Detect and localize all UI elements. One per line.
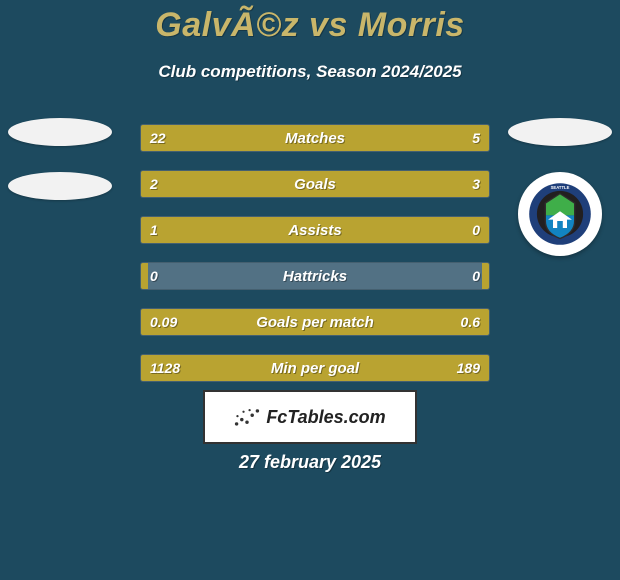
player-photo-placeholder <box>8 118 112 146</box>
stat-fill-left <box>141 355 440 381</box>
stat-fill-right <box>440 355 489 381</box>
brand-box: FcTables.com <box>203 390 417 444</box>
stat-track <box>140 262 490 290</box>
stat-fill-left <box>141 125 409 151</box>
stat-row: Assists10 <box>140 216 490 244</box>
stat-fill-right <box>294 171 489 197</box>
svg-text:SEATTLE: SEATTLE <box>551 185 570 190</box>
stat-track <box>140 216 490 244</box>
comparison-card: GalvÃ©z vs Morris Club competitions, Sea… <box>0 0 620 580</box>
stat-fill-left <box>141 217 489 243</box>
stat-fill-right <box>482 263 489 289</box>
stat-bars: Matches225 Goals23 Assists10 Hattricks00 Goa… <box>140 124 490 400</box>
stat-track <box>140 308 490 336</box>
left-player-column <box>0 118 120 226</box>
stat-fill-left <box>141 309 190 335</box>
stat-row: Min per goal1128189 <box>140 354 490 382</box>
date-text: 27 february 2025 <box>0 452 620 473</box>
subtitle: Club competitions, Season 2024/2025 <box>0 62 620 82</box>
stat-track <box>140 170 490 198</box>
club-logo-placeholder <box>8 172 112 200</box>
brand-logo-icon <box>234 407 260 427</box>
right-player-column: SEATTLE <box>500 118 620 256</box>
stat-fill-right <box>190 309 489 335</box>
stat-row: Goals per match0.090.6 <box>140 308 490 336</box>
stat-fill-left <box>141 171 294 197</box>
sounders-crest-icon: SEATTLE <box>525 179 595 249</box>
stat-row: Hattricks00 <box>140 262 490 290</box>
club-crest: SEATTLE <box>518 172 602 256</box>
stat-row: Goals23 <box>140 170 490 198</box>
brand-text: FcTables.com <box>266 407 385 428</box>
stat-track <box>140 124 490 152</box>
stat-track <box>140 354 490 382</box>
stat-fill-right <box>409 125 489 151</box>
player-photo-placeholder <box>508 118 612 146</box>
stat-fill-left <box>141 263 148 289</box>
stat-row: Matches225 <box>140 124 490 152</box>
page-title: GalvÃ©z vs Morris <box>0 6 620 45</box>
